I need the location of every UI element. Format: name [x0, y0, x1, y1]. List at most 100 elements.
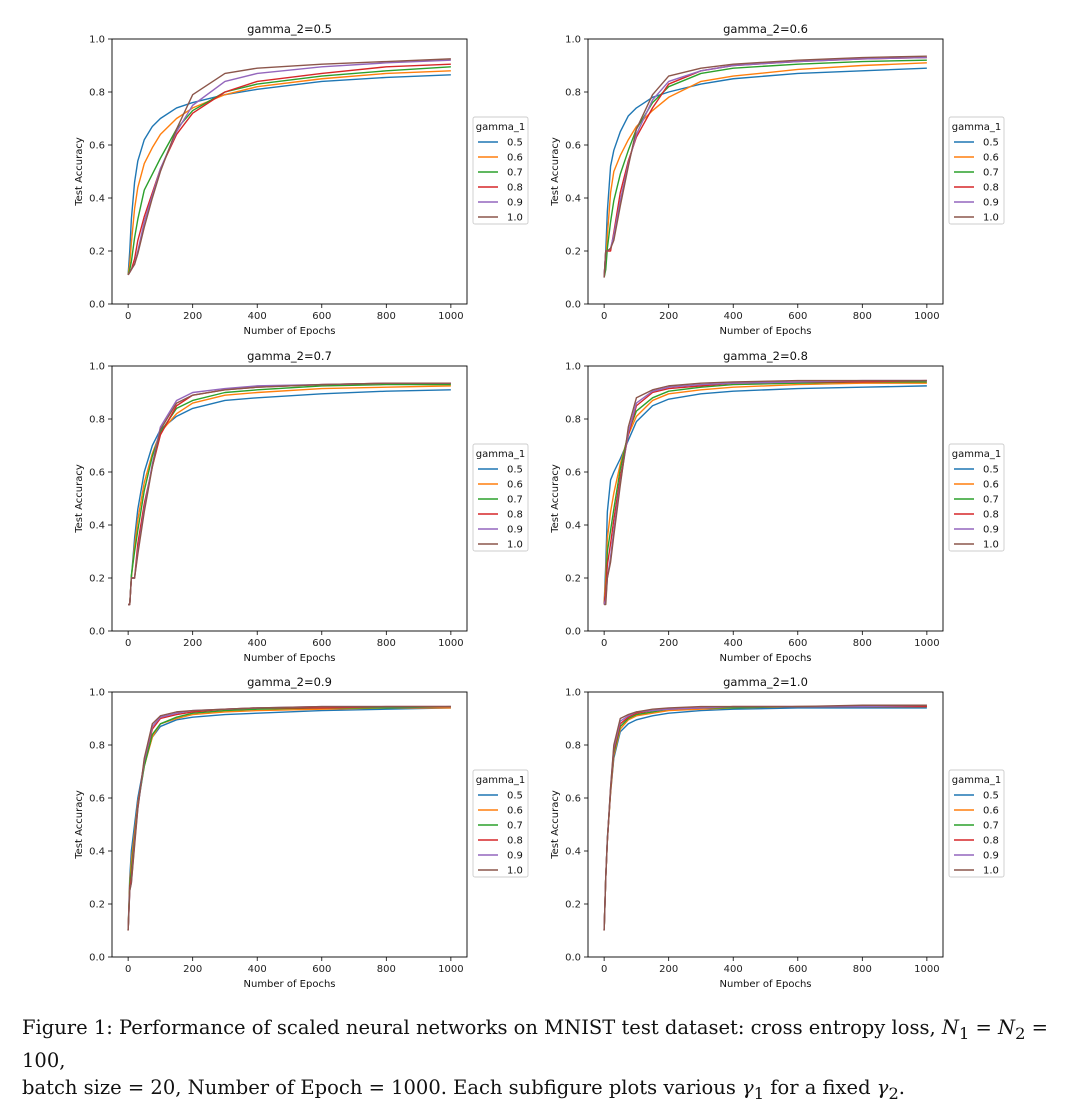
x-tick-label: 400 [724, 638, 743, 649]
y-tick-label: 1.0 [89, 362, 105, 373]
series-line-0.8 [603, 56, 927, 278]
y-tick-label: 0.6 [565, 794, 581, 805]
legend-label: 0.7 [983, 821, 999, 832]
legend-label: 1.0 [983, 540, 999, 551]
chart-panel-1: 0 200 400 600 800 10000.00.20.40.60.81.0gamma… [74, 22, 529, 337]
caption-text-4: batch size = 20, Number of Epoch = 1000.… [22, 1075, 743, 1099]
series-group [603, 704, 927, 931]
caption-math-gamma2: γ [876, 1075, 889, 1099]
legend-label: 0.9 [983, 198, 999, 209]
y-tick-label: 0.2 [565, 900, 581, 911]
figure-grid: 0 200 400 600 800 1000 0.0 0.2 0.4 0.6 0.8 1.0 gamma… [74, 22, 1005, 990]
series-line-1.0 [128, 382, 451, 606]
legend-label: 0.6 [507, 806, 523, 817]
x-tick-label: 800 [377, 311, 396, 322]
legend-label: 0.8 [983, 836, 999, 847]
y-tick-label: 0.8 [565, 88, 581, 99]
legend-label: 0.5 [983, 138, 999, 149]
series-line-0.5 [603, 385, 927, 605]
plot-frame [111, 38, 468, 305]
caption-text-1: Figure 1: Performance of scaled neural n… [22, 1016, 942, 1039]
series-line-0.5 [603, 67, 927, 278]
legend-title: gamma_1 [476, 122, 525, 133]
x-tick-label: 200 [183, 638, 202, 649]
series-line-0.6 [127, 70, 451, 275]
legend-title: gamma_1 [476, 449, 525, 460]
chart-title: gamma_2=0.6 [723, 22, 808, 36]
series-line-0.6 [603, 705, 927, 931]
legend-label: 0.8 [507, 510, 523, 521]
series-line-0.7 [127, 705, 451, 931]
y-tick-label: 0.4 [565, 194, 581, 205]
legend-label: 0.6 [507, 480, 523, 491]
series-line-0.9 [603, 379, 927, 605]
caption-sub-3: 1 [753, 1083, 765, 1103]
legend-label: 0.6 [983, 153, 999, 164]
y-axis-label: Test Accuracy [550, 790, 561, 860]
legend-label: 0.8 [983, 510, 999, 521]
x-tick-label: 1000 [438, 964, 463, 975]
chart-title: gamma_2=0.7 [247, 349, 332, 363]
x-tick-label: 0 [601, 311, 607, 322]
legend-title: gamma_1 [952, 122, 1001, 133]
legend-label: 1.0 [507, 213, 523, 224]
y-tick-label: 0.8 [89, 741, 105, 752]
chart-title: gamma_2=0.5 [247, 22, 332, 36]
legend: gamma_1 0.5 0.6 0.7 0.8 0.9 1.0 [472, 769, 529, 878]
x-tick-label: 800 [377, 964, 396, 975]
x-tick-label: 0 [125, 964, 131, 975]
y-tick-label: 1.0 [565, 35, 581, 46]
y-axis-label: Test Accuracy [74, 790, 85, 860]
y-tick-label: 1.0 [89, 35, 105, 46]
x-tick-label: 200 [659, 638, 678, 649]
legend-label: 0.7 [983, 168, 999, 179]
legend-title: gamma_1 [952, 775, 1001, 786]
y-tick-label: 0.0 [565, 300, 581, 311]
y-tick-label: 0.2 [89, 247, 105, 258]
x-axis-label: Number of Epochs [720, 979, 812, 990]
y-axis-label: Test Accuracy [74, 137, 85, 207]
x-tick-label: 1000 [438, 311, 463, 322]
x-tick-label: 800 [853, 311, 872, 322]
legend-label: 0.9 [507, 525, 523, 536]
x-tick-label: 600 [312, 964, 331, 975]
series-line-0.8 [127, 63, 451, 276]
x-axis-label: Number of Epochs [720, 326, 812, 337]
legend-box [948, 769, 1005, 878]
x-axis-label: Number of Epochs [720, 653, 812, 664]
y-tick-label: 0.4 [89, 847, 105, 858]
y-tick-label: 0.6 [565, 141, 581, 152]
series-line-0.5 [603, 707, 927, 931]
caption-text-5: for a fixed [764, 1075, 877, 1099]
x-tick-label: 600 [788, 638, 807, 649]
x-tick-label: 0 [125, 638, 131, 649]
caption-math-gamma1: γ [742, 1075, 754, 1099]
y-tick-label: 0.0 [565, 953, 581, 964]
caption-line-1: Figure 1: Performance of scaled neural n… [22, 1014, 1067, 1074]
x-axis-label: Number of Epochs [244, 653, 336, 664]
series-group [127, 58, 451, 276]
series-line-0.5 [127, 707, 451, 931]
y-tick-label: 0.4 [565, 521, 581, 532]
plot-frame [111, 691, 468, 958]
series-group [127, 705, 451, 931]
y-tick-label: 0.0 [89, 953, 105, 964]
figure-caption: Figure 1: Performance of scaled neural n… [22, 1014, 1067, 1107]
legend-label: 0.7 [507, 168, 523, 179]
x-tick-label: 200 [183, 964, 202, 975]
x-tick-label: 600 [788, 964, 807, 975]
y-tick-label: 0.2 [565, 574, 581, 585]
y-tick-label: 0.6 [89, 468, 105, 479]
caption-text-3: = 100, [22, 1016, 1048, 1072]
series-line-0.7 [603, 705, 927, 931]
caption-sub-1: 1 [958, 1023, 970, 1043]
legend: gamma_1 0.5 0.6 0.7 0.8 0.9 1.0 [948, 116, 1005, 225]
y-tick-label: 0.0 [89, 627, 105, 638]
legend-label: 0.5 [507, 791, 523, 802]
x-axis-label: Number of Epochs [244, 326, 336, 337]
x-axis-label: Number of Epochs [244, 979, 336, 990]
series-line-0.5 [128, 389, 451, 606]
x-tick-label: 400 [248, 311, 267, 322]
series-line-0.9 [127, 705, 451, 931]
legend-label: 0.7 [983, 495, 999, 506]
